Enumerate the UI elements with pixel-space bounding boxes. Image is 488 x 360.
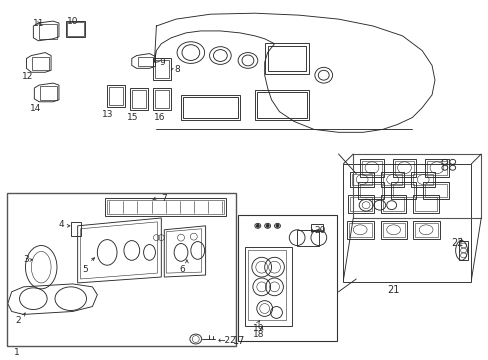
Bar	[360, 184, 381, 197]
Ellipse shape	[275, 224, 278, 227]
Bar	[129, 88, 147, 110]
Text: 13: 13	[102, 110, 114, 119]
Bar	[382, 223, 405, 237]
Text: 4: 4	[59, 220, 64, 229]
Bar	[39, 24, 57, 39]
Bar	[107, 85, 124, 107]
Bar	[414, 197, 436, 211]
Bar	[392, 159, 415, 177]
Text: 16: 16	[154, 113, 165, 122]
Bar	[153, 88, 171, 110]
Text: 18: 18	[252, 330, 264, 339]
Bar	[71, 222, 81, 236]
Bar	[392, 184, 413, 197]
Bar	[40, 86, 57, 100]
Bar	[181, 95, 240, 120]
Text: ←22: ←22	[217, 336, 236, 345]
Bar	[238, 215, 336, 341]
Bar	[297, 230, 318, 246]
Text: 7: 7	[161, 194, 167, 203]
Bar	[256, 92, 306, 118]
Bar	[183, 97, 238, 118]
Bar	[109, 87, 122, 105]
Text: 12: 12	[21, 72, 33, 81]
Text: 15: 15	[126, 113, 138, 122]
Bar	[394, 161, 413, 175]
Text: 6: 6	[179, 265, 184, 274]
Bar	[254, 90, 308, 120]
Text: 1: 1	[14, 348, 20, 357]
Bar	[155, 60, 169, 78]
Bar	[412, 221, 439, 239]
Text: 14: 14	[30, 104, 41, 113]
Bar	[267, 46, 305, 71]
Bar	[346, 221, 373, 239]
Bar	[382, 197, 404, 211]
Bar	[347, 195, 373, 213]
Text: 22: 22	[451, 238, 463, 248]
Ellipse shape	[265, 224, 268, 227]
Bar	[67, 22, 83, 36]
Bar	[155, 90, 169, 108]
Bar	[362, 161, 381, 175]
Bar	[264, 43, 308, 74]
Bar	[380, 172, 404, 188]
Text: 3: 3	[23, 255, 29, 264]
Bar	[349, 197, 371, 211]
Bar	[424, 184, 446, 197]
Text: 21: 21	[387, 285, 399, 295]
Bar	[458, 240, 468, 260]
Bar	[390, 181, 415, 199]
Bar	[7, 193, 236, 346]
Text: 11: 11	[33, 19, 45, 28]
Bar	[424, 159, 448, 177]
Text: 20: 20	[313, 226, 325, 235]
Bar	[422, 181, 448, 199]
Bar	[132, 90, 145, 108]
Bar	[105, 198, 226, 216]
Bar	[410, 172, 434, 188]
Text: 19: 19	[252, 324, 264, 333]
Text: 9: 9	[159, 58, 165, 67]
Bar	[32, 57, 49, 70]
Bar	[138, 57, 153, 66]
Bar	[426, 161, 446, 175]
Bar	[412, 195, 438, 213]
Bar	[352, 154, 480, 218]
Bar	[358, 181, 383, 199]
Bar	[107, 200, 224, 214]
Text: 8: 8	[174, 66, 180, 75]
Bar	[349, 172, 373, 188]
Text: 10: 10	[67, 17, 78, 26]
Bar	[380, 221, 407, 239]
Bar	[414, 223, 437, 237]
Bar	[153, 58, 171, 80]
Text: 2: 2	[16, 316, 21, 325]
Text: 17: 17	[233, 336, 245, 346]
Text: 5: 5	[82, 265, 88, 274]
Ellipse shape	[256, 224, 259, 227]
Bar	[380, 195, 406, 213]
Bar	[412, 174, 432, 185]
Bar	[351, 174, 371, 185]
Bar	[382, 174, 402, 185]
Bar	[343, 164, 470, 282]
Bar	[348, 223, 371, 237]
Bar	[360, 159, 383, 177]
Bar	[310, 224, 322, 231]
